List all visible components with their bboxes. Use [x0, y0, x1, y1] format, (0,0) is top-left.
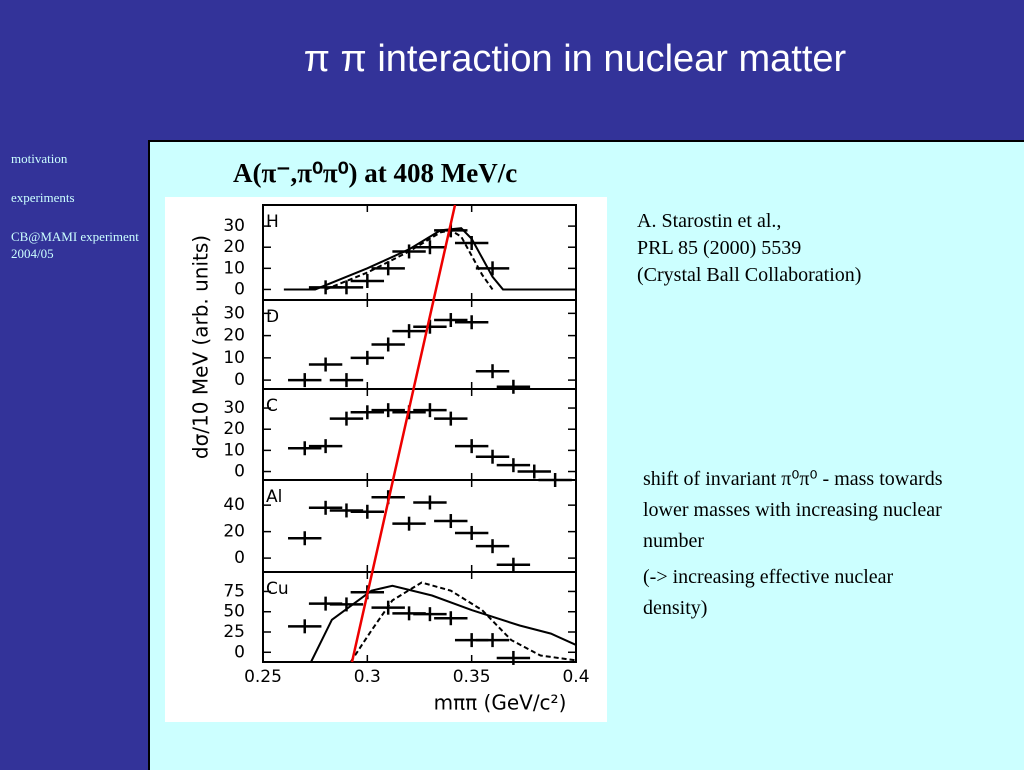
data-point	[454, 236, 489, 250]
data-point	[475, 633, 510, 648]
nav-item[interactable]: CB@MAMI experiment 2004/05	[11, 229, 139, 261]
data-point	[371, 337, 405, 352]
data-point	[308, 439, 343, 454]
y-tick-label: 40	[223, 495, 245, 515]
data-point	[454, 315, 489, 330]
data-point	[413, 607, 447, 622]
nav-item[interactable]: experiments	[11, 190, 75, 205]
model-curve	[349, 581, 577, 663]
data-point	[329, 280, 364, 295]
data-point	[413, 495, 447, 510]
y-tick-label: 20	[223, 419, 245, 439]
data-point	[517, 464, 551, 479]
data-point	[329, 373, 364, 388]
y-tick-label: 0	[234, 279, 245, 299]
y-tick-label: 25	[223, 622, 245, 642]
data-point	[392, 516, 426, 531]
x-tick-label: 0.25	[244, 667, 282, 687]
model-curve	[310, 584, 577, 663]
data-point	[350, 504, 385, 519]
trend-line	[350, 204, 457, 663]
data-point	[454, 439, 489, 454]
data-point	[308, 500, 343, 515]
panel-label: Al	[266, 487, 282, 507]
data-point	[413, 403, 447, 418]
data-point	[329, 411, 364, 426]
plot-title: A(π⁻,π⁰π⁰) at 408 MeV/c	[233, 158, 518, 188]
note: shift of invariant π⁰π⁰ - mass towards l…	[643, 468, 943, 552]
plot-background	[165, 197, 607, 722]
y-tick-label: 75	[223, 581, 245, 601]
data-point	[496, 379, 531, 394]
data-point	[496, 557, 531, 572]
reference-line: A. Starostin et al.,	[637, 210, 782, 232]
notes: shift of invariant π⁰π⁰ - mass towards l…	[643, 464, 953, 629]
note: (-> increasing effective nuclear density…	[643, 566, 894, 619]
panel-frame	[262, 571, 577, 663]
data-point	[371, 403, 405, 418]
y-tick-label: 30	[223, 216, 245, 236]
panel-label: C	[266, 396, 278, 416]
y-tick-label: 0	[234, 462, 245, 482]
y-tick-label: 0	[234, 642, 245, 662]
data-point	[413, 240, 447, 255]
data-point	[329, 597, 364, 612]
data-point	[308, 357, 343, 372]
data-point	[413, 319, 447, 334]
x-tick-label: 0.35	[453, 667, 491, 687]
data-point	[454, 525, 489, 540]
data-point	[288, 441, 322, 456]
y-tick-label: 20	[223, 326, 245, 346]
data-point	[288, 531, 322, 546]
data-point	[475, 261, 510, 276]
y-tick-label: 30	[223, 398, 245, 418]
data-point	[434, 514, 468, 529]
slide-title: π π interaction in nuclear matter	[303, 38, 847, 80]
x-tick-label: 0.4	[562, 667, 589, 687]
panel-label: Cu	[266, 579, 289, 599]
reference-line: (Crystal Ball Collaboration)	[637, 264, 862, 286]
y-tick-label: 20	[223, 237, 245, 257]
reference: A. Starostin et al., PRL 85 (2000) 5539 …	[637, 208, 861, 289]
data-point	[392, 324, 426, 339]
data-point	[475, 449, 510, 464]
data-point	[496, 458, 531, 473]
x-axis-label: mππ (GeV/c²)	[434, 691, 567, 715]
data-point	[475, 364, 510, 379]
data-point	[288, 619, 322, 634]
data-point	[371, 600, 405, 615]
nav: motivation experiments CB@MAMI experimen…	[11, 150, 141, 284]
y-tick-label: 10	[223, 440, 245, 460]
y-tick-label: 20	[223, 522, 245, 542]
panel-label: H	[266, 212, 279, 232]
panel-label: D	[266, 307, 279, 327]
y-tick-label: 0	[234, 370, 245, 390]
data-point	[288, 373, 322, 388]
data-point	[475, 539, 510, 554]
data-point	[434, 313, 468, 328]
reference-line: PRL 85 (2000) 5539	[637, 237, 802, 259]
model-curve	[283, 227, 576, 291]
y-tick-label: 10	[223, 258, 245, 278]
y-tick-label: 50	[223, 602, 245, 622]
y-tick-label: 30	[223, 303, 245, 323]
data-point	[496, 650, 531, 665]
data-point	[392, 244, 426, 259]
data-point	[350, 405, 385, 420]
data-point	[434, 411, 468, 426]
data-point	[371, 261, 405, 276]
data-point	[350, 350, 385, 365]
y-axis-label: dσ/10 MeV (arb. units)	[189, 235, 213, 459]
data-point	[434, 611, 468, 626]
x-tick-label: 0.3	[354, 667, 381, 687]
data-point	[329, 503, 364, 518]
y-tick-label: 10	[223, 348, 245, 368]
nav-item[interactable]: motivation	[11, 151, 68, 166]
y-tick-label: 0	[234, 548, 245, 568]
data-point	[350, 274, 385, 288]
